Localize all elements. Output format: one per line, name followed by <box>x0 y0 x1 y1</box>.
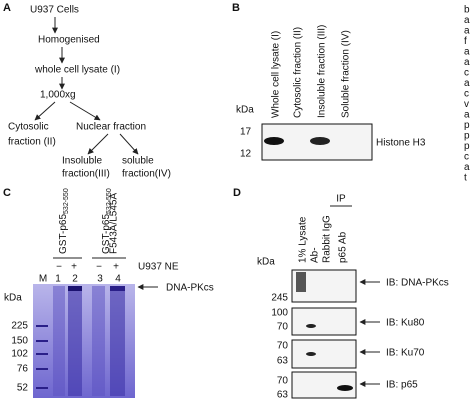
marker-label: 70 <box>277 341 289 352</box>
lane-label: 1% Lysate <box>298 216 309 263</box>
marker-label: 245 <box>271 293 288 304</box>
cropped-text: a <box>464 162 470 173</box>
lane-label: 2 <box>72 274 78 285</box>
construct-sub: 532-550 <box>63 188 70 214</box>
cropped-text: a <box>464 57 470 68</box>
treatment-sign: − <box>56 262 62 273</box>
lane-label: M <box>39 274 47 285</box>
cropped-text: t <box>464 173 467 184</box>
cropped-text: a <box>464 78 470 89</box>
panel-label: D <box>233 187 241 199</box>
flow-step: Insoluble <box>62 156 102 167</box>
construct-label: GST-p65532-550 <box>101 188 113 254</box>
band-label: DNA-PKcs <box>166 283 214 294</box>
construct-label: GST-p65532-550 <box>58 188 70 254</box>
blot-label: IB: DNA-PKcs <box>386 278 449 289</box>
flow-step: 1,000xg <box>40 90 76 101</box>
flow-step: U937 Cells <box>30 5 79 16</box>
cropped-text: f <box>464 36 467 47</box>
marker-label: 63 <box>277 356 289 367</box>
panel-label: C <box>3 187 11 199</box>
panel-label: B <box>232 2 240 14</box>
flow-step: fraction(IV) <box>122 169 171 180</box>
marker-label: 102 <box>11 349 28 360</box>
unit: kDa <box>257 257 275 268</box>
blot-label: IB: Ku70 <box>386 348 425 359</box>
blot-label: IB: Ku80 <box>386 318 425 329</box>
marker-label: 150 <box>11 336 28 347</box>
marker-label: 76 <box>17 364 29 375</box>
marker-label: 70 <box>277 322 289 333</box>
marker-label: 70 <box>277 376 289 387</box>
treatment-sign: + <box>113 262 119 273</box>
cropped-text: a <box>464 26 470 37</box>
cropped-text: p <box>464 120 470 131</box>
cropped-text: p <box>464 141 470 152</box>
lane-label: Insoluble fraction (III) <box>317 25 328 118</box>
construct-name: GST-p65 <box>101 214 112 254</box>
treatment-sign: − <box>96 262 102 273</box>
cropped-text: b <box>464 5 470 16</box>
treatment-sign: + <box>71 262 77 273</box>
lane-label: 1 <box>55 274 61 285</box>
flow-step: Nuclear fraction <box>76 122 146 133</box>
flow-arrows <box>34 17 139 155</box>
flow-step: fraction(III) <box>62 169 110 180</box>
flow-step: fraction (II) <box>8 137 56 148</box>
marker-label: 52 <box>17 383 29 394</box>
cropped-text: p <box>464 131 470 142</box>
cropped-text: a <box>464 15 470 26</box>
blot-label: Histone H3 <box>376 138 426 149</box>
treatment-label: U937 NE <box>138 262 179 273</box>
gel <box>33 257 158 398</box>
blot-label: IB: p65 <box>386 380 418 391</box>
cropped-text: c <box>464 68 469 79</box>
flow-step: Cytosolic <box>8 122 49 133</box>
lane-label: Ab- <box>310 247 321 263</box>
lane-label: Soluble fraction (IV) <box>341 30 352 118</box>
cropped-text: c <box>464 89 469 100</box>
marker-label: 12 <box>240 149 252 160</box>
construct-sub: 532-550 <box>106 188 113 214</box>
marker-label: 100 <box>271 308 288 319</box>
cropped-text: c <box>464 152 469 163</box>
ip-blots <box>291 205 380 399</box>
lane-label: Whole cell lysate (I) <box>271 31 282 118</box>
flow-step: soluble <box>122 156 154 167</box>
panel-label: A <box>3 2 11 14</box>
lane-label: Rabbit IgG <box>322 215 333 263</box>
lane-label: 3 <box>97 274 103 285</box>
cropped-text: v <box>464 99 469 110</box>
marker-label: 63 <box>277 390 289 401</box>
flow-step: whole cell lysate (I) <box>34 65 120 76</box>
flow-step: Homogenised <box>38 35 100 46</box>
cropped-text: a <box>464 110 470 121</box>
construct-mutation: F543A/L545A <box>109 193 120 254</box>
lane-label: p65 Ab <box>338 231 349 263</box>
marker-label: 17 <box>240 127 252 138</box>
cropped-text: a <box>464 47 470 58</box>
marker-label: 225 <box>11 321 28 332</box>
unit: kDa <box>236 105 254 116</box>
lane-label: 4 <box>115 274 121 285</box>
band <box>310 137 330 145</box>
construct-name: GST-p65 <box>58 214 69 254</box>
band <box>264 137 284 145</box>
lane-label: Cytosolic fraction (II) <box>293 27 304 118</box>
unit: kDa <box>4 293 22 304</box>
ip-label: IP <box>336 194 346 205</box>
